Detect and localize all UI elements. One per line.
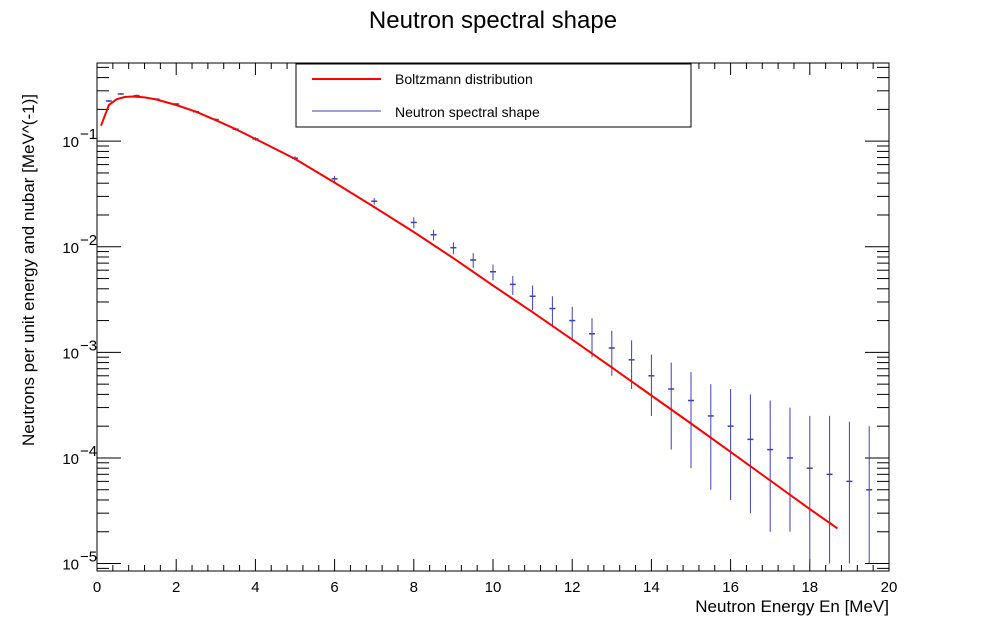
legend: Boltzmann distribution Neutron spectral … bbox=[295, 63, 692, 128]
y-axis-title: Neutrons per unit energy and nubar [MeV^… bbox=[19, 94, 38, 446]
legend-box bbox=[295, 63, 692, 128]
series-layer bbox=[100, 93, 873, 564]
legend-label-boltzmann: Boltzmann distribution bbox=[395, 71, 533, 87]
y-tick-label: 10 bbox=[62, 451, 79, 468]
x-tick-label: 12 bbox=[564, 579, 581, 596]
y-tick-label-exponent: −2 bbox=[80, 232, 97, 249]
x-tick-label: 20 bbox=[881, 579, 898, 596]
x-axis-title: Neutron Energy En [MeV] bbox=[695, 597, 889, 616]
y-axis-ticks: 10−510−410−310−210−1 bbox=[62, 66, 889, 574]
legend-label-spectral: Neutron spectral shape bbox=[395, 104, 540, 120]
x-tick-label: 0 bbox=[93, 579, 101, 596]
x-tick-label: 6 bbox=[330, 579, 338, 596]
y-tick-label: 10 bbox=[62, 557, 79, 574]
y-tick-label-exponent: −1 bbox=[80, 126, 97, 143]
y-tick-label-exponent: −3 bbox=[80, 337, 97, 354]
chart-title: Neutron spectral shape bbox=[369, 7, 617, 34]
y-tick-label: 10 bbox=[62, 345, 79, 362]
x-axis-ticks: 0 2 4 6 8 10 12 14 16 18 20 bbox=[93, 63, 898, 596]
x-tick-label: 2 bbox=[172, 579, 180, 596]
y-tick-label-exponent: −5 bbox=[80, 549, 97, 566]
y-tick-label: 10 bbox=[62, 134, 79, 151]
boltzmann-line bbox=[100, 95, 839, 530]
y-tick-label: 10 bbox=[62, 240, 79, 257]
x-tick-label: 10 bbox=[485, 579, 502, 596]
x-tick-label: 4 bbox=[251, 579, 259, 596]
x-tick-label: 18 bbox=[801, 579, 818, 596]
x-tick-label: 8 bbox=[410, 579, 418, 596]
x-tick-label: 14 bbox=[643, 579, 660, 596]
y-tick-label-exponent: −4 bbox=[80, 443, 97, 460]
x-tick-label: 16 bbox=[722, 579, 739, 596]
